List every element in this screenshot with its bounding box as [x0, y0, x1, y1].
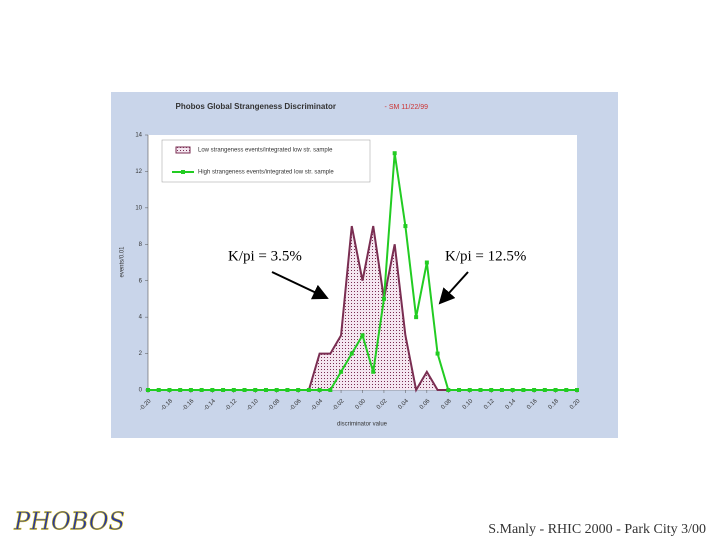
- chart-title: Phobos Global Strangeness Discriminator: [176, 102, 336, 111]
- point: [392, 151, 397, 156]
- point: [381, 296, 386, 301]
- point: [242, 388, 247, 392]
- point: [306, 388, 311, 392]
- y-tick-label: 4: [139, 315, 143, 321]
- point: [564, 388, 569, 392]
- y-axis-label: events/0.01: [120, 246, 126, 278]
- y-tick-label: 12: [135, 169, 142, 175]
- point: [317, 388, 322, 392]
- logo: PHOBOS: [13, 508, 125, 536]
- point: [146, 388, 150, 392]
- point: [478, 388, 483, 392]
- point: [489, 388, 494, 392]
- y-tick-label: 8: [139, 242, 143, 248]
- point: [339, 369, 344, 374]
- point: [231, 388, 236, 392]
- point: [542, 388, 547, 392]
- point: [253, 388, 258, 392]
- point: [424, 260, 429, 265]
- point: [553, 388, 558, 392]
- point: [414, 315, 419, 320]
- point: [510, 388, 515, 392]
- legend-swatch: [175, 146, 191, 154]
- point: [521, 388, 526, 392]
- point: [328, 388, 333, 392]
- point: [167, 388, 172, 392]
- y-tick-label: 6: [139, 278, 143, 284]
- point: [467, 388, 472, 392]
- chart-subtitle: - SM 11/22/99: [385, 104, 429, 111]
- x-axis-label: discriminator value: [337, 422, 388, 428]
- annotation: K/pi = 3.5%: [228, 248, 302, 264]
- point: [532, 388, 537, 392]
- y-tick-label: 10: [135, 205, 142, 211]
- footer: S.Manly - RHIC 2000 - Park City 3/00: [488, 522, 706, 537]
- point: [285, 388, 290, 392]
- legend-label: Low strangeness events/integrated low st…: [198, 148, 333, 154]
- y-tick-label: 2: [139, 351, 143, 357]
- point: [156, 388, 161, 392]
- y-tick-label: 14: [135, 133, 142, 139]
- point: [274, 388, 279, 392]
- y-tick-label: 0: [139, 388, 143, 394]
- point: [296, 388, 301, 392]
- point: [178, 388, 183, 392]
- point: [349, 351, 354, 356]
- point: [371, 369, 376, 374]
- arrow: [271, 271, 329, 300]
- point: [457, 388, 462, 392]
- legend-marker: [181, 170, 185, 174]
- point: [199, 388, 204, 392]
- point: [435, 351, 440, 356]
- point: [263, 388, 268, 392]
- point: [403, 224, 408, 229]
- point: [188, 388, 193, 392]
- point: [446, 388, 451, 392]
- series-area: [148, 226, 577, 390]
- point: [499, 388, 504, 392]
- point: [360, 333, 365, 338]
- point: [210, 388, 215, 392]
- annotation: K/pi = 12.5%: [445, 248, 526, 264]
- legend: [161, 139, 371, 183]
- arrow: [438, 271, 469, 305]
- legend-label: High strangeness events/integrated low s…: [198, 170, 334, 176]
- point: [575, 388, 579, 392]
- point: [221, 388, 226, 392]
